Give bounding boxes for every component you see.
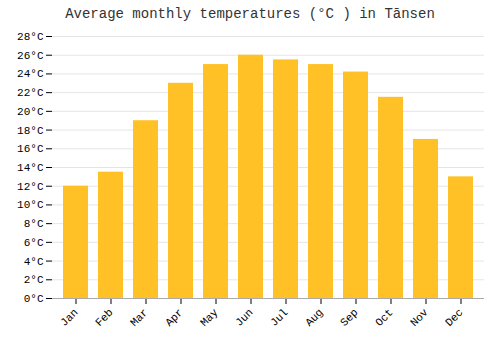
svg-text:Aug: Aug: [303, 306, 325, 328]
svg-text:28°C: 28°C: [17, 31, 44, 43]
svg-text:4°C: 4°C: [24, 256, 44, 268]
svg-text:20°C: 20°C: [17, 106, 44, 118]
svg-text:Jul: Jul: [268, 306, 290, 328]
svg-text:Apr: Apr: [163, 306, 185, 328]
svg-text:16°C: 16°C: [17, 143, 44, 155]
svg-text:May: May: [198, 306, 221, 329]
svg-text:0°C: 0°C: [24, 293, 44, 305]
svg-text:Jun: Jun: [233, 306, 255, 328]
svg-text:8°C: 8°C: [24, 218, 44, 230]
svg-text:26°C: 26°C: [17, 50, 44, 62]
svg-text:10°C: 10°C: [17, 199, 44, 211]
svg-text:24°C: 24°C: [17, 68, 44, 80]
svg-text:22°C: 22°C: [17, 87, 44, 99]
svg-text:Jan: Jan: [58, 306, 80, 328]
svg-text:Sep: Sep: [338, 306, 360, 328]
svg-text:Mar: Mar: [128, 306, 150, 328]
svg-text:12°C: 12°C: [17, 181, 44, 193]
svg-text:Nov: Nov: [408, 306, 431, 329]
svg-text:18°C: 18°C: [17, 125, 44, 137]
svg-text:6°C: 6°C: [24, 237, 44, 249]
svg-text:Oct: Oct: [373, 306, 395, 328]
svg-text:14°C: 14°C: [17, 162, 44, 174]
html-text:Average monthly temperatures (: Average monthly temperatures (°C ) in Tā…: [65, 6, 435, 22]
svg-text:Dec: Dec: [443, 306, 465, 328]
svg-text:2°C: 2°C: [24, 274, 44, 286]
svg-text:Feb: Feb: [93, 306, 115, 328]
